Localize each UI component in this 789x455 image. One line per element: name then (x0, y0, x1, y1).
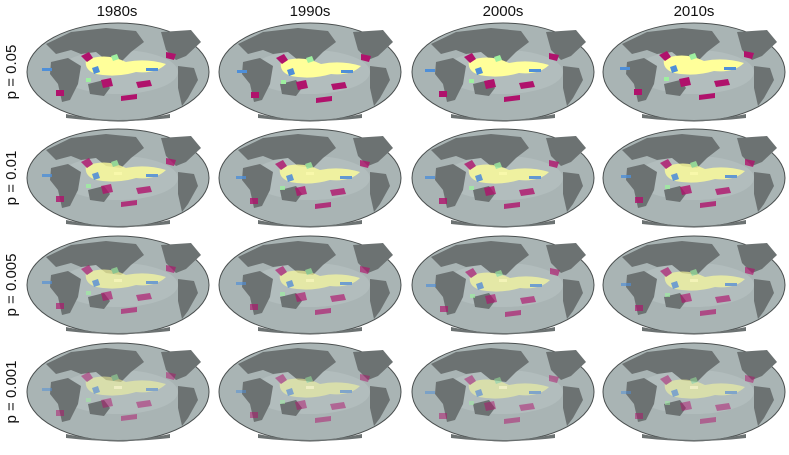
map (218, 342, 402, 442)
map (411, 128, 595, 228)
map (411, 342, 595, 442)
map (218, 235, 402, 335)
map (26, 342, 210, 442)
map (411, 235, 595, 335)
column-label: 2010s (674, 3, 715, 20)
map (411, 22, 595, 122)
column-label: 1990s (290, 3, 331, 20)
column-label: 1980s (97, 3, 138, 20)
map (602, 235, 786, 335)
map-grid (26, 22, 786, 442)
row-label: p = 0.005 (3, 254, 20, 317)
map (602, 22, 786, 122)
map (218, 128, 402, 228)
map (218, 22, 402, 122)
map (602, 342, 786, 442)
row-label: p = 0.05 (3, 45, 20, 100)
column-label: 2000s (483, 3, 524, 20)
map (26, 235, 210, 335)
map (602, 128, 786, 228)
row-headers: p = 0.05 p = 0.01 p = 0.005 p = 0.001 (3, 45, 20, 424)
map (26, 128, 210, 228)
map (26, 22, 210, 122)
row-label: p = 0.001 (3, 361, 20, 424)
column-headers: 1980s 1990s 2000s 2010s (97, 3, 715, 20)
row-label: p = 0.01 (3, 151, 20, 206)
